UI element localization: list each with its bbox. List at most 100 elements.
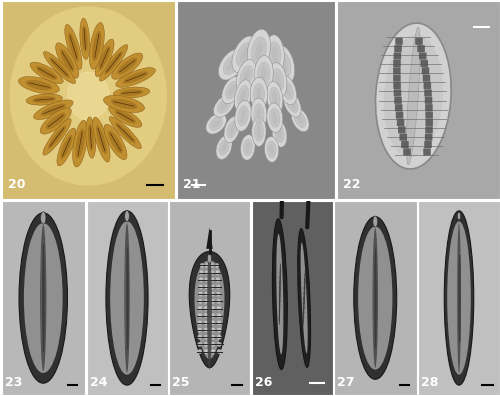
Ellipse shape bbox=[126, 310, 128, 316]
Ellipse shape bbox=[458, 300, 460, 307]
FancyBboxPatch shape bbox=[395, 104, 402, 111]
Ellipse shape bbox=[126, 280, 128, 286]
Ellipse shape bbox=[210, 313, 215, 318]
Ellipse shape bbox=[93, 117, 110, 162]
Ellipse shape bbox=[210, 278, 214, 282]
Ellipse shape bbox=[40, 225, 46, 371]
Ellipse shape bbox=[458, 308, 460, 316]
Ellipse shape bbox=[374, 315, 377, 322]
Ellipse shape bbox=[86, 117, 96, 158]
Ellipse shape bbox=[216, 306, 221, 311]
FancyBboxPatch shape bbox=[422, 67, 429, 74]
Ellipse shape bbox=[376, 23, 451, 169]
Ellipse shape bbox=[42, 268, 45, 275]
Ellipse shape bbox=[44, 51, 76, 84]
Ellipse shape bbox=[458, 293, 460, 300]
Ellipse shape bbox=[42, 300, 44, 307]
Ellipse shape bbox=[42, 342, 45, 349]
Ellipse shape bbox=[210, 342, 215, 347]
Ellipse shape bbox=[42, 276, 44, 283]
Ellipse shape bbox=[42, 249, 45, 256]
Ellipse shape bbox=[114, 110, 136, 124]
Ellipse shape bbox=[374, 266, 376, 273]
Ellipse shape bbox=[76, 129, 84, 159]
Ellipse shape bbox=[240, 109, 246, 123]
Ellipse shape bbox=[125, 296, 129, 303]
Ellipse shape bbox=[458, 320, 460, 327]
Ellipse shape bbox=[210, 285, 214, 289]
FancyBboxPatch shape bbox=[394, 89, 401, 97]
Ellipse shape bbox=[458, 263, 460, 270]
Ellipse shape bbox=[269, 63, 287, 98]
Ellipse shape bbox=[458, 314, 460, 322]
Ellipse shape bbox=[374, 339, 376, 346]
Ellipse shape bbox=[30, 62, 63, 84]
Ellipse shape bbox=[126, 255, 128, 262]
Ellipse shape bbox=[126, 328, 128, 335]
Ellipse shape bbox=[126, 326, 128, 333]
Ellipse shape bbox=[104, 124, 127, 160]
Ellipse shape bbox=[374, 252, 376, 259]
Ellipse shape bbox=[254, 83, 264, 105]
Ellipse shape bbox=[126, 287, 128, 293]
Ellipse shape bbox=[256, 86, 262, 102]
Ellipse shape bbox=[374, 276, 376, 283]
Circle shape bbox=[40, 212, 46, 224]
Ellipse shape bbox=[204, 342, 208, 347]
Ellipse shape bbox=[217, 328, 222, 332]
Ellipse shape bbox=[125, 274, 129, 281]
Ellipse shape bbox=[374, 319, 377, 326]
Ellipse shape bbox=[374, 310, 376, 317]
Ellipse shape bbox=[210, 306, 215, 311]
FancyBboxPatch shape bbox=[394, 45, 402, 52]
FancyBboxPatch shape bbox=[426, 112, 433, 119]
Ellipse shape bbox=[280, 56, 288, 73]
Ellipse shape bbox=[42, 246, 44, 253]
Ellipse shape bbox=[115, 122, 136, 143]
Ellipse shape bbox=[125, 263, 129, 269]
Ellipse shape bbox=[104, 95, 144, 112]
Ellipse shape bbox=[114, 87, 150, 98]
FancyBboxPatch shape bbox=[393, 67, 400, 74]
Ellipse shape bbox=[374, 277, 377, 284]
Ellipse shape bbox=[374, 326, 377, 333]
FancyBboxPatch shape bbox=[426, 119, 433, 126]
Text: 28: 28 bbox=[422, 376, 438, 389]
Ellipse shape bbox=[42, 305, 45, 312]
Ellipse shape bbox=[104, 51, 122, 75]
Ellipse shape bbox=[222, 76, 242, 104]
Ellipse shape bbox=[243, 139, 252, 156]
Ellipse shape bbox=[117, 58, 137, 74]
Ellipse shape bbox=[125, 315, 129, 322]
Ellipse shape bbox=[374, 279, 377, 286]
Ellipse shape bbox=[126, 272, 128, 278]
Ellipse shape bbox=[242, 69, 250, 84]
Ellipse shape bbox=[125, 331, 129, 338]
Ellipse shape bbox=[126, 286, 128, 292]
Ellipse shape bbox=[41, 274, 46, 281]
Ellipse shape bbox=[282, 80, 294, 100]
Ellipse shape bbox=[374, 294, 377, 301]
Ellipse shape bbox=[210, 328, 215, 332]
Ellipse shape bbox=[210, 299, 215, 304]
Ellipse shape bbox=[42, 293, 45, 300]
Ellipse shape bbox=[204, 313, 208, 318]
Ellipse shape bbox=[24, 223, 62, 373]
Ellipse shape bbox=[223, 54, 241, 74]
Ellipse shape bbox=[72, 120, 88, 167]
Ellipse shape bbox=[205, 263, 209, 268]
Ellipse shape bbox=[458, 335, 460, 343]
Ellipse shape bbox=[112, 53, 142, 79]
Ellipse shape bbox=[42, 317, 44, 324]
Ellipse shape bbox=[210, 320, 215, 325]
Ellipse shape bbox=[374, 328, 376, 335]
Ellipse shape bbox=[41, 277, 46, 285]
Ellipse shape bbox=[374, 261, 376, 268]
Ellipse shape bbox=[126, 287, 128, 294]
Ellipse shape bbox=[288, 98, 296, 110]
FancyBboxPatch shape bbox=[424, 82, 431, 89]
Ellipse shape bbox=[217, 335, 222, 339]
Ellipse shape bbox=[60, 135, 72, 159]
Ellipse shape bbox=[42, 289, 44, 296]
Ellipse shape bbox=[266, 103, 283, 133]
